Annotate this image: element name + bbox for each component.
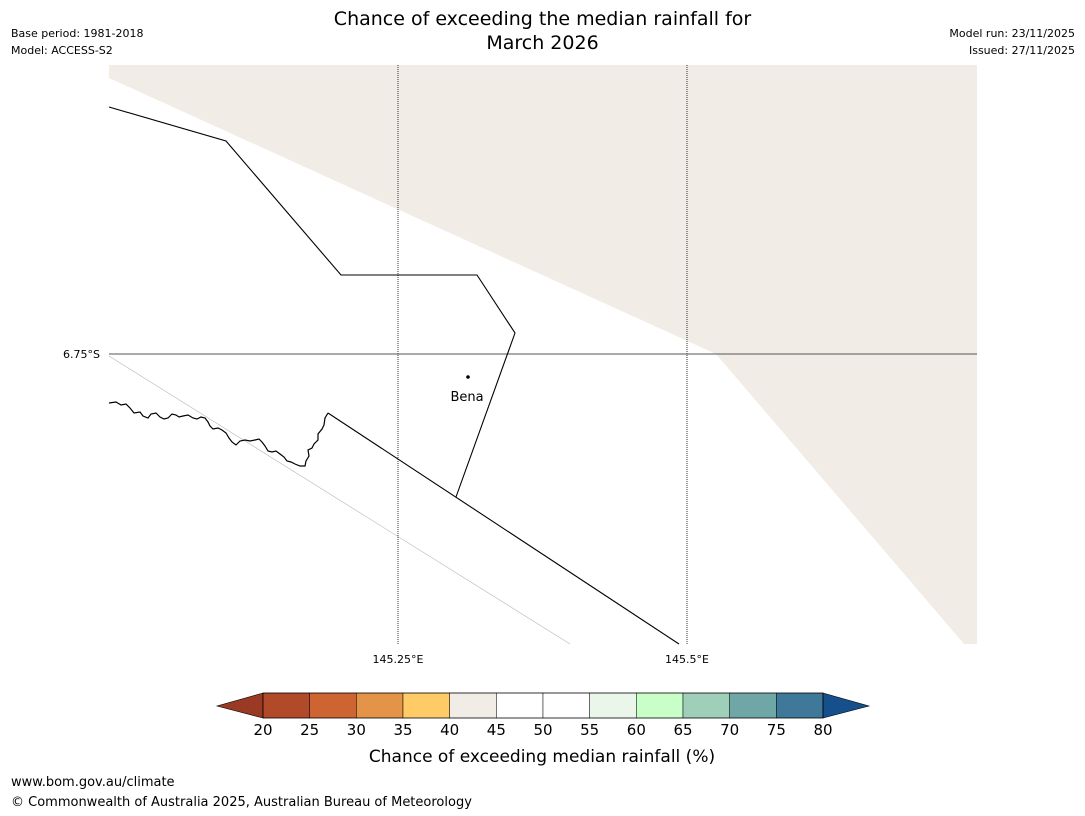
colorbar-tick-label: 60 — [627, 721, 646, 739]
place-label-bena: Bena — [450, 390, 483, 405]
title-line-2: March 2026 — [486, 32, 599, 54]
colorbar-segment — [309, 692, 357, 719]
colorbar-over-arrow — [822, 692, 871, 719]
base-period-text: Base period: 1981-2018 — [11, 27, 144, 40]
colorbar-segment — [496, 692, 544, 719]
district-boundary — [108, 106, 516, 498]
colorbar-segment — [776, 692, 824, 719]
faint-region-edge — [108, 355, 571, 645]
footer-copyright: © Commonwealth of Australia 2025, Austra… — [11, 795, 472, 810]
forecast-shaded-region — [109, 65, 977, 644]
colorbar-title: Chance of exceeding median rainfall (%) — [369, 747, 715, 767]
title-line-1: Chance of exceeding the median rainfall … — [333, 8, 752, 30]
colorbar-tick-label: 75 — [767, 721, 786, 739]
colorbar-tick-label: 35 — [393, 721, 412, 739]
map-area: Bena — [108, 65, 977, 645]
colorbar-segment — [262, 692, 310, 719]
footer-url[interactable]: www.bom.gov.au/climate — [11, 775, 175, 790]
colorbar-tick-label: 80 — [813, 721, 832, 739]
colorbar-segment — [449, 692, 497, 719]
colorbar-segment — [636, 692, 684, 719]
colorbar-segment — [682, 692, 730, 719]
colorbar-tick-label: 70 — [720, 721, 739, 739]
district-boundary-south — [327, 412, 680, 645]
colorbar-outline — [262, 692, 824, 719]
colorbar-tick-label: 50 — [533, 721, 552, 739]
bena-marker — [466, 375, 470, 379]
colorbar-tick-label: 25 — [300, 721, 319, 739]
colorbar-segment — [589, 692, 637, 719]
colorbar-tick-label: 55 — [580, 721, 599, 739]
colorbar-under-arrow — [215, 692, 264, 719]
colorbar-segment — [729, 692, 777, 719]
colorbar-tick-label: 40 — [440, 721, 459, 739]
colorbar-tick-label: 65 — [673, 721, 692, 739]
metadata-right: Model run: 23/11/2025 Issued: 27/11/2025 — [949, 25, 1075, 59]
model-text: Model: ACCESS-S2 — [11, 44, 113, 57]
colorbar: 20 25 30 35 40 45 50 55 60 65 70 75 80 Chance of exc… — [215, 692, 871, 767]
colorbar-tick-label: 45 — [487, 721, 506, 739]
colorbar-segment — [356, 692, 404, 719]
colorbar-segment — [542, 692, 590, 719]
map-title: Chance of exceeding the median rainfall … — [0, 7, 1085, 55]
model-run-text: Model run: 23/11/2025 — [949, 27, 1075, 40]
colorbar-segments — [262, 692, 824, 719]
colorbar-tick-label: 30 — [347, 721, 366, 739]
colorbar-tick-label: 20 — [253, 721, 272, 739]
colorbar-segment — [402, 692, 450, 719]
longitude-label-2: 145.5°E — [665, 653, 709, 666]
longitude-label-1: 145.25°E — [373, 653, 424, 666]
latitude-label: 6.75°S — [63, 348, 100, 361]
metadata-left: Base period: 1981-2018 Model: ACCESS-S2 — [11, 25, 143, 59]
issued-text: Issued: 27/11/2025 — [968, 44, 1075, 57]
river-line — [108, 401, 329, 467]
colorbar-ticks: 20 25 30 35 40 45 50 55 60 65 70 75 80 — [253, 721, 832, 739]
